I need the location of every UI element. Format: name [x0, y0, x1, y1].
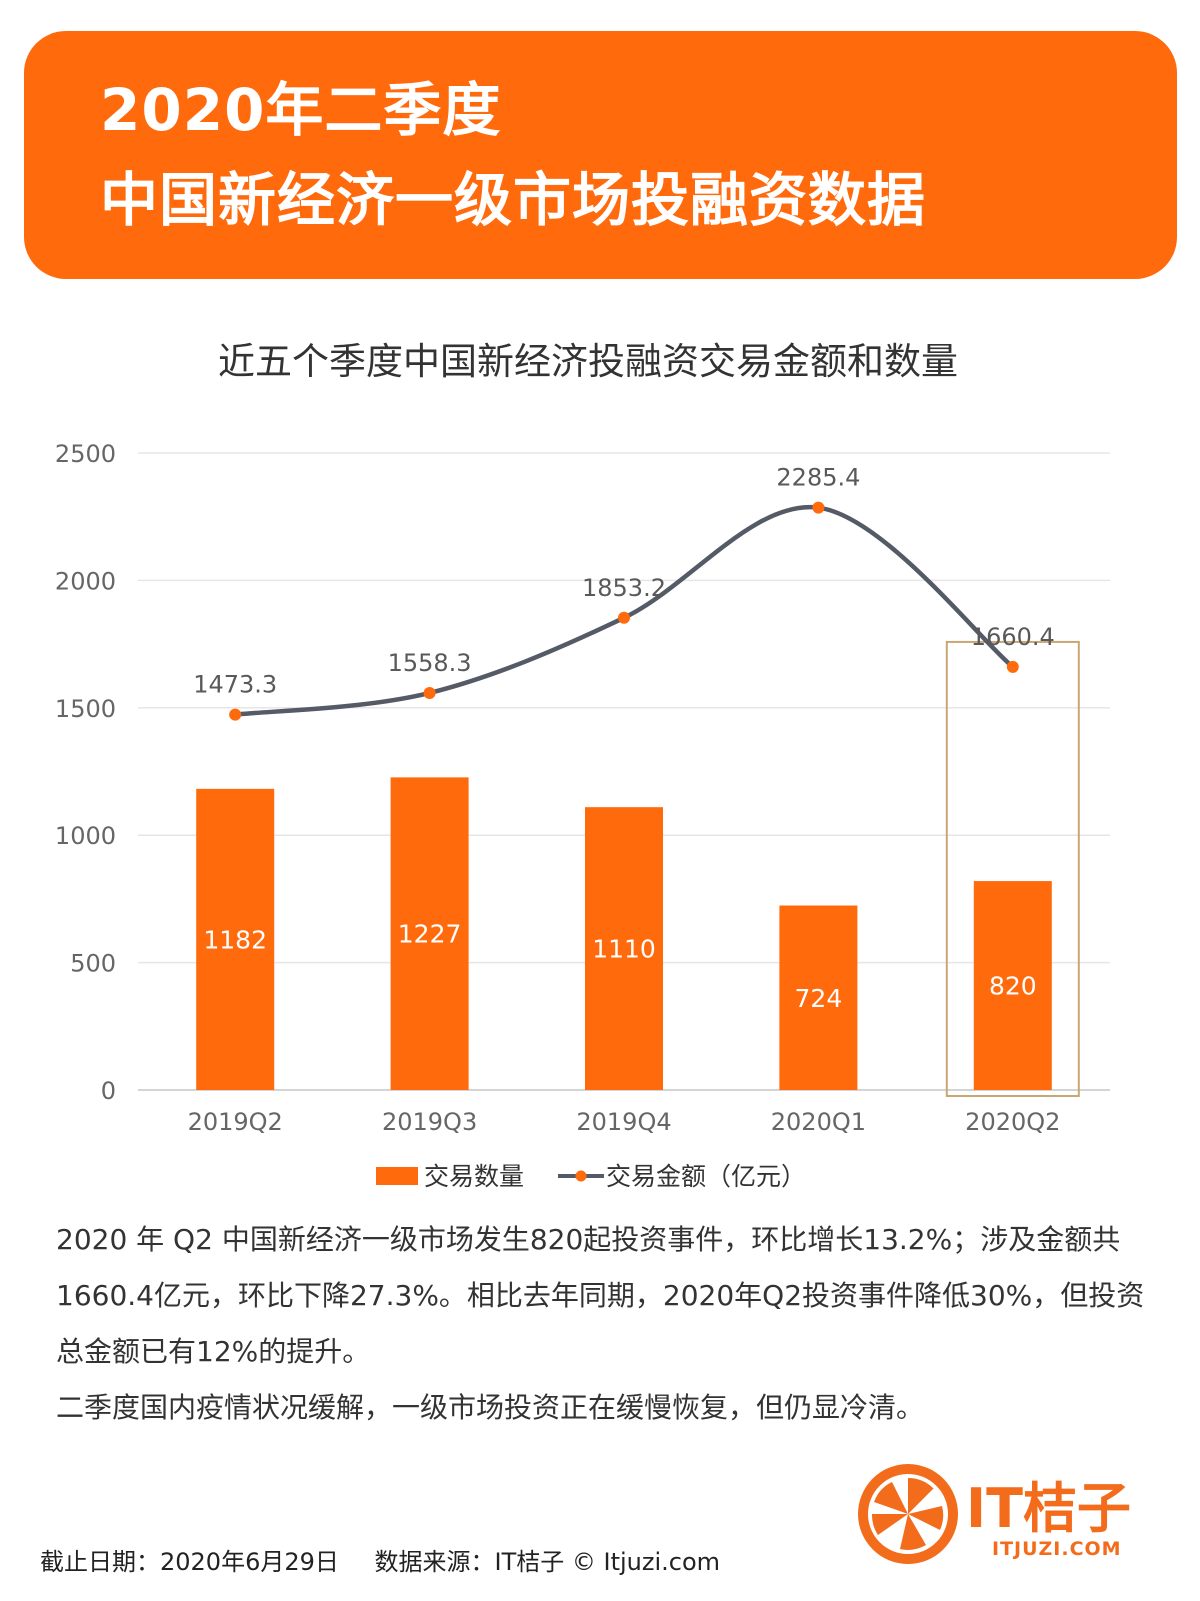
legend-bar-label: 交易数量	[424, 1162, 524, 1191]
line-value-label: 1473.3	[193, 671, 277, 699]
chart: 近五个季度中国新经济投融资交易金额和数量 0 500 1000 1500 2000 250…	[55, 340, 1110, 1191]
x-tick-label: 2019Q2	[188, 1108, 283, 1136]
footer-date: 截止日期：2020年6月29日	[40, 1548, 339, 1576]
bar-2019q4	[585, 807, 663, 1090]
line-value-label: 1660.4	[971, 623, 1055, 651]
bar-value-label: 1182	[203, 925, 267, 954]
y-tick-label: 0	[101, 1077, 116, 1105]
amount-line	[232, 504, 1016, 717]
amount-point	[229, 708, 242, 721]
summary-paragraph-2: 二季度国内疫情状况缓解，一级市场投资正在缓慢恢复，但仍显冷清。	[56, 1391, 925, 1424]
footer: 截止日期：2020年6月29日 数据来源：IT桔子 © Itjuzi.com	[40, 1542, 748, 1577]
amount-point	[812, 501, 825, 514]
bar-2019q3	[390, 777, 469, 1090]
orange-slice-icon	[858, 1464, 958, 1564]
highlight-box	[945, 640, 1080, 1097]
x-tick-label: 2019Q3	[382, 1108, 477, 1136]
y-tick-label: 2000	[55, 567, 116, 595]
amount-point	[618, 611, 630, 624]
amount-point	[1006, 660, 1019, 673]
bar-2019q2	[196, 788, 275, 1090]
y-tick-label: 1500	[55, 695, 116, 723]
y-tick-label: 1000	[55, 822, 116, 850]
logo-subtext: ITJUZI.COM	[992, 1538, 1122, 1560]
bar-value-label: 724	[795, 984, 843, 1013]
chart-title: 近五个季度中国新经济投融资交易金额和数量	[218, 340, 958, 383]
x-tick-label: 2020Q2	[965, 1108, 1060, 1136]
footer-source: 数据来源：IT桔子 © Itjuzi.com	[374, 1548, 721, 1576]
banner-title-line1: 2020年二季度	[100, 76, 502, 144]
line-value-label: 2285.4	[776, 464, 860, 492]
x-tick-label: 2019Q4	[576, 1108, 671, 1136]
bar-2020q2	[973, 881, 1052, 1090]
y-tick-label: 500	[70, 950, 116, 978]
bar-value-label: 1110	[592, 935, 656, 964]
legend-line-marker	[575, 1170, 587, 1182]
banner-title-line2: 中国新经济一级市场投融资数据	[100, 166, 927, 234]
amount-point	[423, 686, 436, 699]
bar-2020q1	[779, 905, 858, 1090]
y-tick-label: 2500	[55, 440, 116, 468]
legend-line-label: 交易金额（亿元）	[606, 1162, 806, 1191]
x-tick-label: 2020Q1	[771, 1108, 866, 1136]
line-value-label: 1853.2	[582, 574, 666, 602]
bar-value-label: 820	[989, 972, 1037, 1001]
title-banner: 2020年二季度 中国新经济一级市场投融资数据	[24, 31, 1177, 279]
line-value-label: 1558.3	[388, 649, 472, 677]
bar-value-label: 1227	[398, 920, 462, 949]
logo-text: IT桔子	[966, 1477, 1131, 1540]
itjuzi-logo: IT桔子 ITJUZI.COM	[856, 1460, 1156, 1570]
legend-bar-swatch	[376, 1167, 418, 1185]
summary-paragraph-1: 2020 年 Q2 中国新经济一级市场发生820起投资事件，环比增长13.2%；…	[56, 1223, 1145, 1368]
